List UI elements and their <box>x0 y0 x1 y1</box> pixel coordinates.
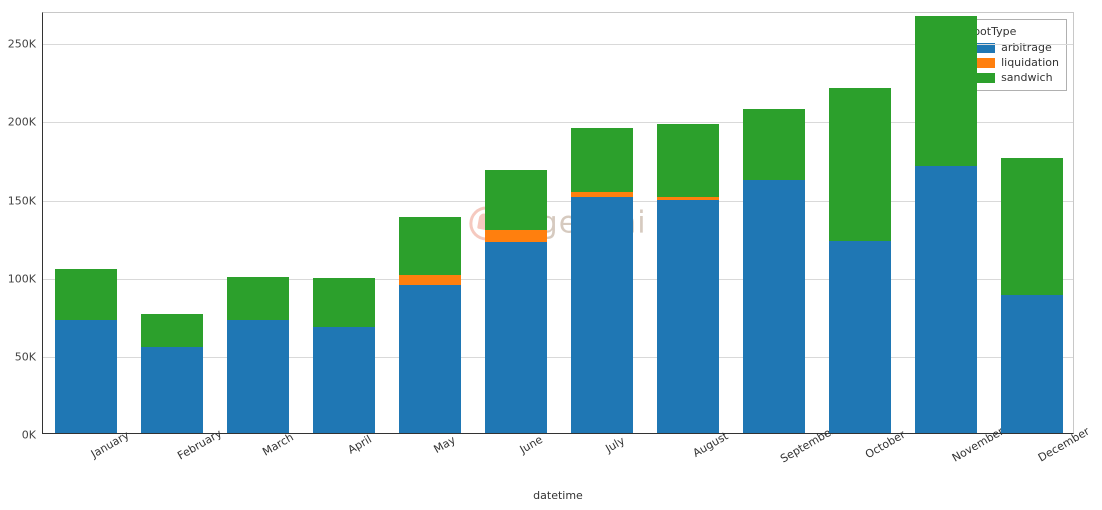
bar-segment-arbitrage <box>1001 295 1063 433</box>
bar-segment-sandwich <box>829 88 891 241</box>
x-tick-label: September <box>752 439 811 481</box>
bar-segment-sandwich <box>743 109 805 179</box>
y-tick-label: 200K <box>8 116 43 129</box>
plot-area: EigenPhi datetime botType arbitrageliqui… <box>42 12 1074 434</box>
bar-segment-sandwich <box>227 277 289 321</box>
x-tick-label: December <box>1011 439 1067 479</box>
bar-segment-sandwich <box>55 269 117 321</box>
legend: botType arbitrageliquidationsandwich <box>965 19 1067 91</box>
x-tick-label: February <box>154 439 203 475</box>
legend-label: sandwich <box>1001 70 1053 85</box>
bar-segment-sandwich <box>1001 158 1063 296</box>
y-tick-label: 150K <box>8 194 43 207</box>
x-tick-label: August <box>674 439 714 470</box>
x-tick-label: April <box>335 439 363 463</box>
x-tick-label: July <box>595 439 619 460</box>
legend-label: liquidation <box>1001 55 1059 70</box>
legend-item-sandwich: sandwich <box>973 70 1059 85</box>
bar-segment-liquidation <box>571 192 633 197</box>
x-tick-label: March <box>246 439 282 467</box>
bar-segment-sandwich <box>915 16 977 166</box>
bar-segment-arbitrage <box>55 320 117 433</box>
x-axis-title: datetime <box>533 489 583 502</box>
bar-segment-sandwich <box>571 128 633 192</box>
legend-item-arbitrage: arbitrage <box>973 40 1059 55</box>
bar-segment-arbitrage <box>399 285 461 433</box>
legend-item-liquidation: liquidation <box>973 55 1059 70</box>
bar-segment-liquidation <box>485 230 547 243</box>
y-tick-label: 250K <box>8 38 43 51</box>
bar-segment-sandwich <box>399 217 461 275</box>
bar-segment-sandwich <box>313 278 375 326</box>
legend-title: botType <box>973 25 1059 38</box>
bar-segment-sandwich <box>657 124 719 197</box>
x-tick-label: January <box>71 439 114 471</box>
bar-segment-arbitrage <box>227 320 289 433</box>
bar-segment-arbitrage <box>743 180 805 433</box>
x-tick-label: May <box>422 439 448 462</box>
bar-segment-sandwich <box>141 314 203 347</box>
x-tick-label: October <box>844 439 889 472</box>
y-tick-label: 50K <box>15 350 43 363</box>
bar-segment-arbitrage <box>571 197 633 433</box>
y-tick-label: 100K <box>8 272 43 285</box>
bar-segment-liquidation <box>657 197 719 200</box>
bar-segment-arbitrage <box>141 347 203 433</box>
bar-segment-arbitrage <box>485 242 547 433</box>
x-tick-label: June <box>507 439 534 462</box>
bar-segment-liquidation <box>399 275 461 284</box>
bar-segment-arbitrage <box>313 327 375 433</box>
bar-segment-arbitrage <box>915 166 977 433</box>
x-tick-label: November <box>925 439 981 479</box>
stacked-bar-chart: EigenPhi datetime botType arbitrageliqui… <box>0 0 1102 510</box>
bar-segment-arbitrage <box>829 241 891 433</box>
legend-label: arbitrage <box>1001 40 1052 55</box>
bar-segment-sandwich <box>485 170 547 229</box>
y-tick-label: 0K <box>22 429 43 442</box>
bar-segment-arbitrage <box>657 200 719 433</box>
